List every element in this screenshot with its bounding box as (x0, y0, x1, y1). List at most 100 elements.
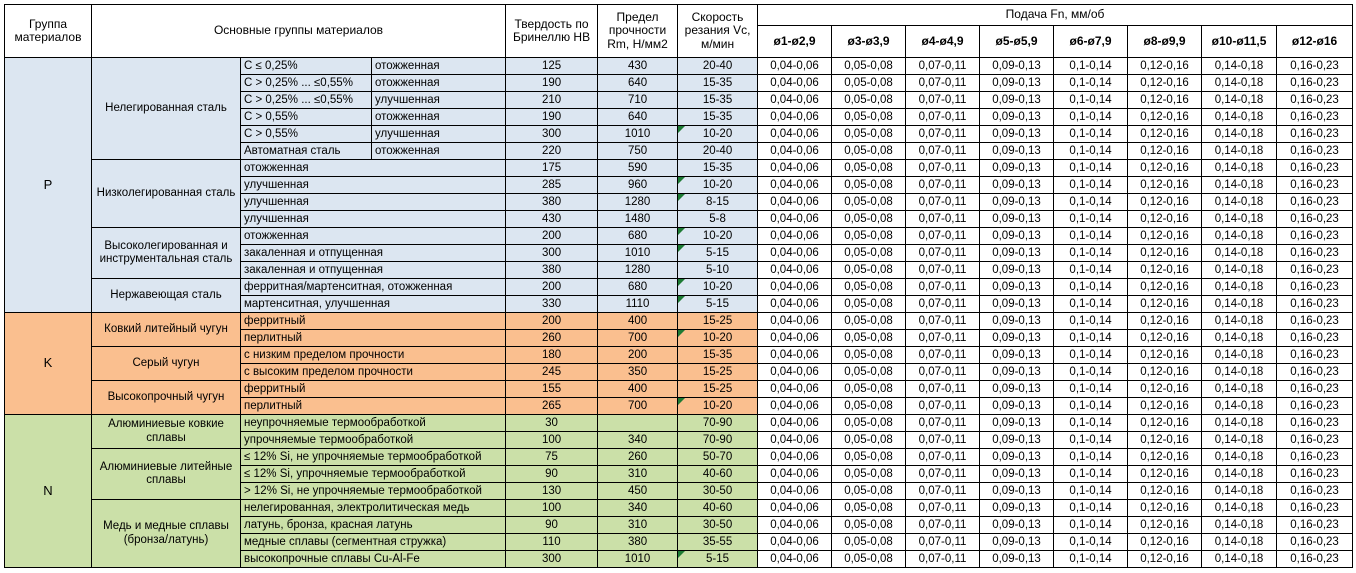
feed-cell[interactable]: 0,04-0,06 (757, 295, 833, 313)
material-desc-cell[interactable]: C > 0,25% ... ≤0,55% (240, 74, 372, 92)
feed-cell[interactable]: 0,09-0,13 (979, 414, 1055, 432)
state-cell[interactable]: отожженная (370, 57, 507, 75)
feed-cell[interactable]: 0,05-0,08 (831, 125, 907, 143)
hb-cell[interactable]: 300 (505, 550, 599, 568)
rm-cell[interactable]: 750 (597, 142, 679, 160)
hb-cell[interactable]: 30 (505, 414, 599, 432)
feed-cell[interactable]: 0,07-0,11 (905, 159, 981, 177)
feed-cell[interactable]: 0,14-0,18 (1201, 57, 1278, 75)
feed-cell[interactable]: 0,04-0,06 (757, 397, 833, 415)
feed-cell[interactable]: 0,04-0,06 (757, 465, 833, 483)
feed-cell[interactable]: 0,16-0,23 (1276, 448, 1354, 466)
feed-cell[interactable]: 0,07-0,11 (905, 397, 981, 415)
feed-cell[interactable]: 0,09-0,13 (979, 176, 1055, 194)
feed-cell[interactable]: 0,09-0,13 (979, 431, 1055, 449)
feed-cell[interactable]: 0,04-0,06 (757, 482, 833, 500)
material-desc-cell[interactable]: нелегированная, электролитическая медь (239, 499, 507, 517)
feed-cell[interactable]: 0,07-0,11 (905, 465, 981, 483)
feed-cell[interactable]: 0,14-0,18 (1201, 380, 1278, 398)
feed-cell[interactable]: 0,07-0,11 (905, 295, 981, 313)
material-desc-cell[interactable]: C > 0,25% ... ≤0,55% (240, 91, 372, 109)
rm-cell[interactable]: 350 (597, 363, 679, 381)
feed-cell[interactable]: 0,09-0,13 (979, 482, 1055, 500)
feed-cell[interactable]: 0,07-0,11 (905, 278, 981, 296)
vc-cell[interactable]: 35-55 (677, 533, 759, 551)
state-cell[interactable]: улучшенная (370, 91, 507, 109)
feed-cell[interactable]: 0,14-0,18 (1201, 550, 1278, 568)
vc-cell[interactable]: 15-35 (677, 91, 759, 109)
feed-cell[interactable]: 0,04-0,06 (757, 346, 833, 364)
feed-cell[interactable]: 0,1-0,14 (1053, 227, 1129, 245)
header-strength[interactable]: Предел прочности Rm, Н/мм2 (597, 4, 679, 58)
material-desc-cell[interactable]: отожженная (239, 227, 507, 245)
rm-cell[interactable]: 380 (597, 533, 679, 551)
vc-cell[interactable]: 15-35 (677, 74, 759, 92)
vc-cell[interactable]: 15-25 (677, 363, 759, 381)
feed-cell[interactable]: 0,1-0,14 (1053, 397, 1129, 415)
feed-cell[interactable]: 0,07-0,11 (905, 193, 981, 211)
material-desc-cell[interactable]: упрочняемые термообработкой (239, 431, 507, 449)
hb-cell[interactable]: 175 (505, 159, 599, 177)
feed-cell[interactable]: 0,12-0,16 (1127, 380, 1203, 398)
vc-cell[interactable]: 15-35 (677, 108, 759, 126)
feed-cell[interactable]: 0,04-0,06 (757, 329, 833, 347)
feed-cell[interactable]: 0,07-0,11 (905, 108, 981, 126)
section-name-cell[interactable]: Низколегированная сталь (91, 159, 241, 228)
vc-cell[interactable]: 40-60 (677, 465, 759, 483)
feed-cell[interactable]: 0,07-0,11 (905, 210, 981, 228)
feed-cell[interactable]: 0,14-0,18 (1201, 261, 1278, 279)
state-cell[interactable]: улучшенная (370, 125, 507, 143)
feed-cell[interactable]: 0,05-0,08 (831, 533, 907, 551)
feed-cell[interactable]: 0,09-0,13 (979, 397, 1055, 415)
vc-cell[interactable]: 30-50 (677, 516, 759, 534)
material-desc-cell[interactable]: ферритный (239, 312, 507, 330)
feed-cell[interactable]: 0,14-0,18 (1201, 533, 1278, 551)
group-code-cell[interactable]: K (4, 312, 92, 415)
feed-cell[interactable]: 0,05-0,08 (831, 499, 907, 517)
feed-cell[interactable]: 0,09-0,13 (979, 278, 1055, 296)
feed-cell[interactable]: 0,07-0,11 (905, 482, 981, 500)
material-desc-cell[interactable]: > 12% Si, не упрочняемые термообработкой (239, 482, 507, 500)
feed-cell[interactable]: 0,1-0,14 (1053, 159, 1129, 177)
feed-cell[interactable]: 0,09-0,13 (979, 499, 1055, 517)
feed-cell[interactable]: 0,07-0,11 (905, 448, 981, 466)
feed-cell[interactable]: 0,12-0,16 (1127, 278, 1203, 296)
feed-cell[interactable]: 0,12-0,16 (1127, 74, 1203, 92)
hb-cell[interactable]: 430 (505, 210, 599, 228)
feed-cell[interactable]: 0,14-0,18 (1201, 210, 1278, 228)
feed-cell[interactable]: 0,1-0,14 (1053, 74, 1129, 92)
feed-cell[interactable]: 0,16-0,23 (1276, 380, 1354, 398)
feed-cell[interactable]: 0,05-0,08 (831, 482, 907, 500)
feed-cell[interactable]: 0,16-0,23 (1276, 125, 1354, 143)
feed-cell[interactable]: 0,12-0,16 (1127, 499, 1203, 517)
vc-cell[interactable]: 8-15 (677, 193, 759, 211)
feed-cell[interactable]: 0,12-0,16 (1127, 142, 1203, 160)
rm-cell[interactable]: 1010 (597, 244, 679, 262)
material-desc-cell[interactable]: с высоким пределом прочности (239, 363, 507, 381)
state-cell[interactable]: отожженная (370, 142, 507, 160)
feed-cell[interactable]: 0,14-0,18 (1201, 125, 1278, 143)
feed-cell[interactable]: 0,09-0,13 (979, 210, 1055, 228)
vc-cell[interactable]: 10-20 (677, 125, 759, 143)
feed-cell[interactable]: 0,12-0,16 (1127, 159, 1203, 177)
vc-cell[interactable]: 70-90 (677, 431, 759, 449)
feed-cell[interactable]: 0,07-0,11 (905, 499, 981, 517)
material-desc-cell[interactable]: Автоматная сталь (240, 142, 372, 160)
feed-cell[interactable]: 0,16-0,23 (1276, 295, 1354, 313)
hb-cell[interactable]: 210 (505, 91, 599, 109)
feed-cell[interactable]: 0,07-0,11 (905, 227, 981, 245)
feed-cell[interactable]: 0,12-0,16 (1127, 176, 1203, 194)
feed-cell[interactable]: 0,09-0,13 (979, 57, 1055, 75)
material-desc-cell[interactable]: ферритная/мартенситная, отожженная (239, 278, 507, 296)
feed-cell[interactable]: 0,14-0,18 (1201, 159, 1278, 177)
feed-cell[interactable]: 0,04-0,06 (757, 57, 833, 75)
hb-cell[interactable]: 245 (505, 363, 599, 381)
feed-cell[interactable]: 0,12-0,16 (1127, 91, 1203, 109)
feed-cell[interactable]: 0,1-0,14 (1053, 482, 1129, 500)
hb-cell[interactable]: 300 (505, 244, 599, 262)
feed-cell[interactable]: 0,07-0,11 (905, 244, 981, 262)
feed-cell[interactable]: 0,05-0,08 (831, 380, 907, 398)
feed-cell[interactable]: 0,09-0,13 (979, 74, 1055, 92)
feed-cell[interactable]: 0,1-0,14 (1053, 210, 1129, 228)
feed-cell[interactable]: 0,05-0,08 (831, 295, 907, 313)
